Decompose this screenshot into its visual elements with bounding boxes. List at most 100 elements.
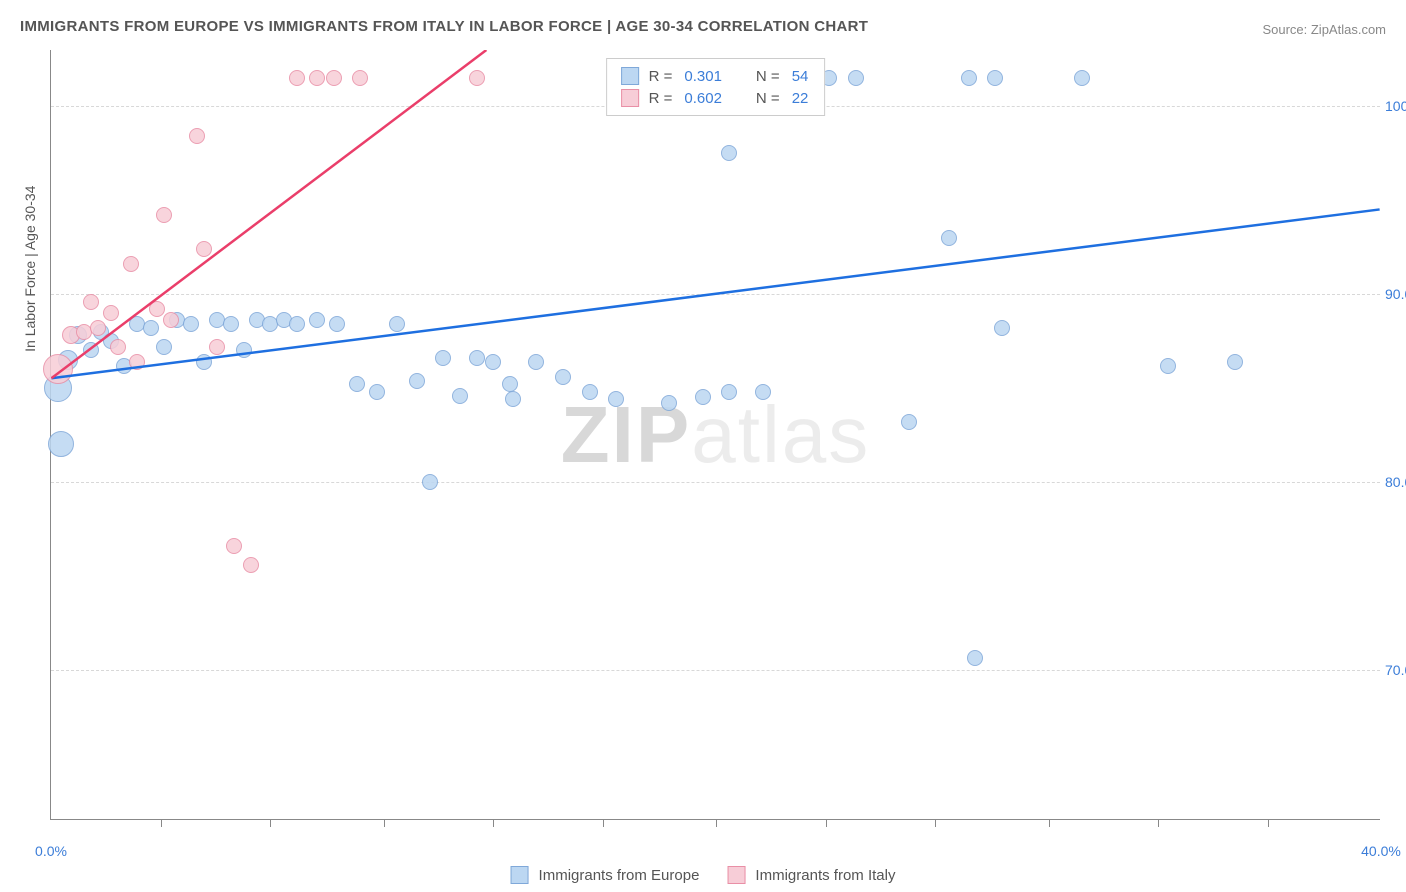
- x-tick: [161, 819, 162, 827]
- scatter-point: [83, 294, 99, 310]
- scatter-point: [149, 301, 165, 317]
- scatter-point: [435, 350, 451, 366]
- scatter-point: [389, 316, 405, 332]
- source-attribution: Source: ZipAtlas.com: [1262, 22, 1386, 37]
- scatter-point: [848, 70, 864, 86]
- scatter-point: [1074, 70, 1090, 86]
- correlation-legend: R = 0.301 N = 54 R = 0.602 N = 22: [606, 58, 826, 116]
- scatter-point: [289, 70, 305, 86]
- legend-r-label: R =: [649, 90, 673, 107]
- scatter-point: [48, 431, 74, 457]
- scatter-point: [505, 391, 521, 407]
- scatter-point: [409, 373, 425, 389]
- scatter-point: [223, 316, 239, 332]
- x-tick-label: 0.0%: [35, 843, 67, 859]
- scatter-point: [156, 339, 172, 355]
- legend-r-value: 0.602: [684, 90, 722, 107]
- scatter-point: [608, 391, 624, 407]
- scatter-point: [209, 339, 225, 355]
- watermark-atlas: atlas: [691, 390, 870, 479]
- legend-n-label: N =: [756, 68, 780, 85]
- x-tick: [384, 819, 385, 827]
- legend-series-item: Immigrants from Italy: [727, 864, 895, 886]
- scatter-point: [369, 384, 385, 400]
- scatter-point: [485, 354, 501, 370]
- scatter-point: [329, 316, 345, 332]
- scatter-point: [452, 388, 468, 404]
- scatter-point: [661, 395, 677, 411]
- x-tick: [935, 819, 936, 827]
- x-tick: [1268, 819, 1269, 827]
- y-tick-label: 100.0%: [1385, 98, 1406, 114]
- scatter-point: [189, 128, 205, 144]
- scatter-point: [582, 384, 598, 400]
- legend-row: R = 0.602 N = 22: [621, 87, 811, 109]
- scatter-point: [1160, 358, 1176, 374]
- legend-swatch: [511, 866, 529, 884]
- x-tick: [1049, 819, 1050, 827]
- legend-n-value: 54: [792, 68, 809, 85]
- scatter-point: [555, 369, 571, 385]
- x-tick: [493, 819, 494, 827]
- scatter-point: [83, 342, 99, 358]
- scatter-point: [309, 312, 325, 328]
- scatter-point: [469, 70, 485, 86]
- scatter-point: [961, 70, 977, 86]
- x-tick: [716, 819, 717, 827]
- scatter-point: [352, 70, 368, 86]
- scatter-point: [289, 316, 305, 332]
- x-tick: [1158, 819, 1159, 827]
- legend-series-item: Immigrants from Europe: [511, 864, 700, 886]
- x-tick: [603, 819, 604, 827]
- legend-r-value: 0.301: [684, 68, 722, 85]
- legend-swatch: [621, 67, 639, 85]
- scatter-point: [528, 354, 544, 370]
- legend-swatch: [621, 89, 639, 107]
- legend-swatch: [727, 866, 745, 884]
- scatter-point: [226, 538, 242, 554]
- scatter-point: [43, 354, 73, 384]
- scatter-point: [469, 350, 485, 366]
- scatter-point: [243, 557, 259, 573]
- y-axis-label: In Labor Force | Age 30-34: [22, 186, 38, 352]
- y-tick-label: 70.0%: [1385, 662, 1406, 678]
- scatter-point: [1227, 354, 1243, 370]
- trend-lines: [51, 50, 1380, 819]
- scatter-point: [143, 320, 159, 336]
- chart-container: IMMIGRANTS FROM EUROPE VS IMMIGRANTS FRO…: [0, 0, 1406, 892]
- scatter-point: [422, 474, 438, 490]
- scatter-point: [123, 256, 139, 272]
- gridline-h: [51, 294, 1380, 295]
- scatter-point: [196, 354, 212, 370]
- gridline-h: [51, 482, 1380, 483]
- scatter-point: [502, 376, 518, 392]
- plot-area: ZIPatlas R =0.301N =54R =0.602N =22 70.0…: [50, 50, 1380, 820]
- legend-row: R = 0.301 N = 54: [621, 65, 811, 87]
- watermark: ZIPatlas: [561, 389, 870, 481]
- gridline-h: [51, 670, 1380, 671]
- x-tick-label: 40.0%: [1361, 843, 1401, 859]
- scatter-point: [721, 145, 737, 161]
- legend-n-value: 22: [792, 90, 809, 107]
- scatter-point: [309, 70, 325, 86]
- scatter-point: [721, 384, 737, 400]
- scatter-point: [90, 320, 106, 336]
- scatter-point: [349, 376, 365, 392]
- scatter-point: [183, 316, 199, 332]
- legend-series-label: Immigrants from Europe: [539, 867, 700, 884]
- scatter-point: [129, 354, 145, 370]
- scatter-point: [163, 312, 179, 328]
- legend-n-label: N =: [756, 90, 780, 107]
- chart-title: IMMIGRANTS FROM EUROPE VS IMMIGRANTS FRO…: [20, 18, 868, 35]
- y-tick-label: 90.0%: [1385, 286, 1406, 302]
- scatter-point: [110, 339, 126, 355]
- x-tick: [270, 819, 271, 827]
- series-legend: Immigrants from Europe Immigrants from It…: [511, 864, 896, 886]
- x-tick: [826, 819, 827, 827]
- scatter-point: [196, 241, 212, 257]
- scatter-point: [156, 207, 172, 223]
- y-tick-label: 80.0%: [1385, 474, 1406, 490]
- scatter-point: [695, 389, 711, 405]
- legend-r-label: R =: [649, 68, 673, 85]
- scatter-point: [236, 342, 252, 358]
